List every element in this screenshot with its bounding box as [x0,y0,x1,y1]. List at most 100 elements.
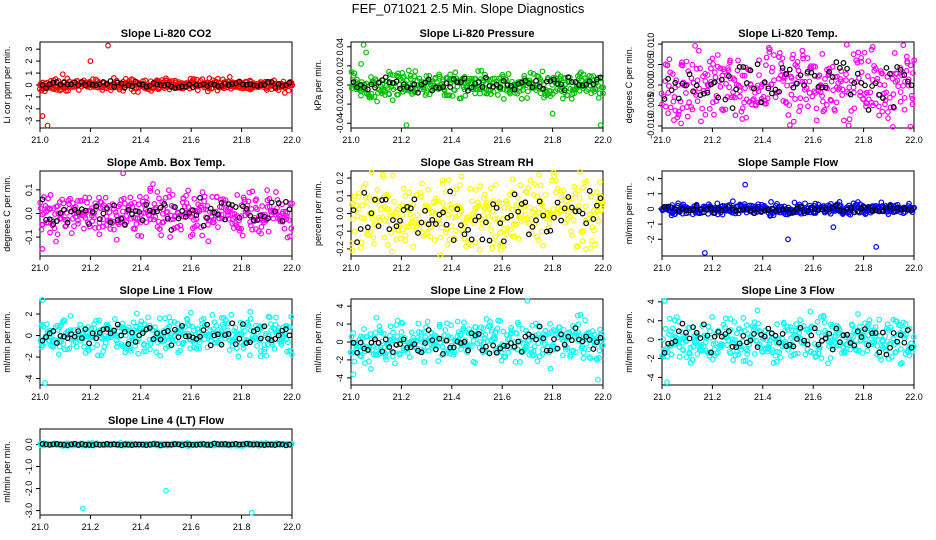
data-point [531,343,538,350]
data-point [895,83,902,90]
mean-point [565,194,572,200]
mean-point [879,329,886,336]
data-point [475,68,481,74]
mean-point [172,441,178,447]
mean-point [815,84,822,90]
data-point [132,215,139,221]
data-point [115,340,121,347]
data-point [529,336,536,342]
data-point [511,233,518,239]
data-point [743,114,750,121]
mean-point [225,201,232,208]
mean-point [139,217,146,224]
mean-point [379,77,386,83]
mean-point [747,67,754,74]
mean-point [225,331,232,337]
mean-point [890,104,897,110]
mean-point [114,441,121,448]
mean-point [776,206,782,213]
data-point [482,71,488,78]
data-point [477,183,484,189]
data-point [829,63,836,70]
data-point [193,76,200,83]
mean-point [533,217,539,224]
data-point [793,321,800,328]
mean-point [404,344,411,351]
mean-point [897,66,904,73]
data-point [288,313,295,320]
data-point [568,95,575,102]
data-point [418,329,425,336]
mean-point [447,344,454,351]
mean-point [450,237,457,244]
mean-point [486,350,493,357]
data-point [756,328,763,335]
data-point [828,97,835,104]
data-point [781,321,787,327]
mean-point [204,321,211,328]
outlier-point [785,236,791,243]
data-point [507,226,514,233]
y-tick-label: 0.1 [24,184,34,197]
data-point [245,198,252,205]
data-point [694,77,701,84]
data-point [771,52,777,58]
data-point [846,116,853,123]
mean-point [229,441,236,448]
mean-point [729,206,736,213]
x-tick-label: 21.2 [704,392,722,402]
data-point [261,342,268,348]
mean-point [143,83,150,90]
data-point [910,334,917,340]
data-point [498,357,505,364]
data-point [837,341,844,348]
x-tick-label: 21.6 [182,135,200,145]
data-point [580,349,587,356]
data-point [140,348,147,355]
data-point [92,225,99,231]
y-axis-label: ml/min per min. [313,311,323,373]
data-point [492,181,499,188]
data-point [196,345,203,352]
mean-point [829,73,836,80]
data-point [476,246,483,253]
data-point [722,315,729,322]
mean-point [454,79,461,86]
mean-point [57,210,64,216]
data-point [673,77,680,84]
data-point [222,197,229,204]
data-point [160,218,167,225]
data-point [58,322,64,329]
data-point [356,206,362,212]
y-tick-label: 0.0 [24,438,34,451]
data-point [697,65,703,72]
data-point [699,105,706,112]
data-point [872,100,879,107]
data-point [272,322,279,328]
mean-point [822,335,829,342]
data-point [439,343,446,350]
mean-point [862,204,868,211]
data-point [218,328,225,335]
data-point [508,327,515,334]
x-tick-label: 22.0 [594,135,612,145]
data-point [351,228,358,235]
mean-point [225,82,232,88]
data-point [366,358,372,365]
mean-point [583,333,590,340]
data-point [183,192,189,199]
data-point [531,352,537,358]
data-point [906,352,913,359]
data-point [175,330,182,337]
data-point [355,193,362,200]
mean-point [811,206,818,212]
data-point [850,51,857,58]
data-point [362,181,369,187]
mean-point [182,441,189,448]
data-point [754,99,761,106]
data-point [888,354,895,360]
mean-point [872,207,879,214]
data-point [769,64,776,71]
data-point [683,90,689,96]
